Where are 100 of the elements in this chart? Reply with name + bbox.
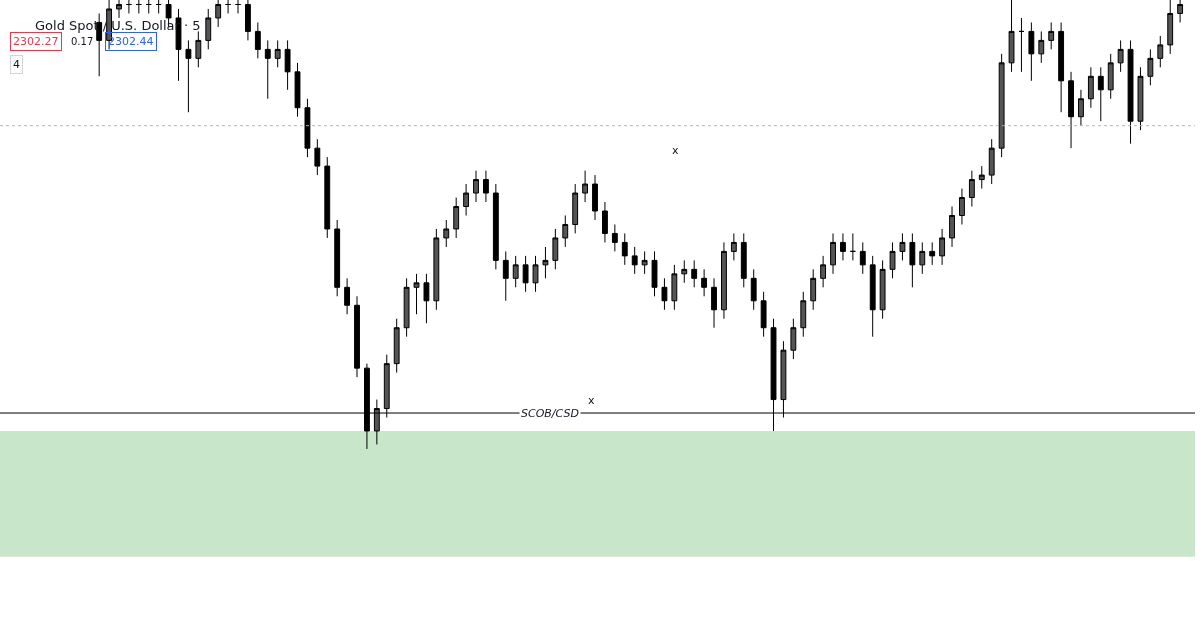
candlestick xyxy=(433,228,440,311)
candlestick xyxy=(195,30,202,68)
candlestick xyxy=(1058,21,1065,113)
candlestick xyxy=(1048,21,1055,50)
candlestick xyxy=(592,174,598,221)
candlestick xyxy=(274,39,281,68)
candlestick xyxy=(225,0,232,14)
candlestick xyxy=(1018,17,1025,73)
candlestick xyxy=(413,273,420,315)
candlestick xyxy=(711,277,717,329)
candlestick xyxy=(463,183,470,216)
candlestick xyxy=(661,277,668,311)
candlestick xyxy=(790,318,797,360)
candlestick xyxy=(859,241,866,275)
candlestick xyxy=(1157,35,1164,68)
candlestick xyxy=(840,232,846,261)
candlestick xyxy=(254,21,261,59)
candlestick xyxy=(641,250,648,275)
candlestick xyxy=(750,268,757,311)
candlestick xyxy=(542,246,549,279)
candlestick xyxy=(869,255,876,338)
candlestick xyxy=(830,232,836,275)
candlestick xyxy=(611,223,618,252)
candlestick xyxy=(1107,53,1114,100)
candlestick xyxy=(1008,0,1015,73)
candlestick xyxy=(1097,66,1104,122)
candlestick xyxy=(403,277,410,338)
candlestick xyxy=(314,138,321,176)
candlestick xyxy=(155,0,162,14)
text: 0.17 xyxy=(71,36,94,47)
candlestick xyxy=(978,165,985,190)
candlestick xyxy=(929,241,936,266)
candlestick xyxy=(889,241,896,279)
candlestick xyxy=(443,219,450,248)
candlestick xyxy=(344,277,351,315)
candlestick xyxy=(215,0,222,28)
candlestick xyxy=(324,156,331,239)
candlestick xyxy=(502,250,509,302)
candlestick xyxy=(1078,89,1084,127)
candlestick xyxy=(125,0,132,14)
candlestick xyxy=(334,219,341,297)
candlestick xyxy=(1087,66,1094,109)
candlestick xyxy=(800,291,807,338)
candlestick xyxy=(572,183,579,234)
candlestick xyxy=(423,273,430,324)
candlestick xyxy=(740,232,747,288)
candlestick xyxy=(562,214,569,248)
candlestick xyxy=(1177,0,1184,23)
candlestick xyxy=(681,259,688,284)
candlestick xyxy=(810,268,817,311)
candlestick xyxy=(1167,0,1174,55)
candlestick xyxy=(245,0,251,41)
candlestick xyxy=(453,197,460,239)
candlestick xyxy=(651,250,658,297)
candlestick xyxy=(849,232,856,261)
candlestick xyxy=(354,295,360,378)
candlestick xyxy=(919,241,926,275)
candlestick xyxy=(1028,21,1035,82)
candlestick xyxy=(721,241,727,320)
candlestick xyxy=(1117,39,1124,73)
candlestick xyxy=(145,0,152,14)
annotation: x xyxy=(672,144,679,157)
candlestick xyxy=(116,0,122,19)
candlestick xyxy=(1127,39,1134,145)
candlestick xyxy=(284,39,291,91)
candlestick xyxy=(968,170,975,208)
candlestick xyxy=(1038,30,1045,64)
candlestick xyxy=(185,39,192,113)
annotation: x xyxy=(588,394,595,407)
candlestick xyxy=(691,259,698,288)
candlestick xyxy=(264,39,271,100)
candlestick xyxy=(631,246,638,275)
text: 4 xyxy=(13,58,20,71)
candlestick xyxy=(998,53,1005,158)
candlestick xyxy=(959,188,965,225)
candlestick xyxy=(760,291,767,338)
candlestick xyxy=(205,8,212,50)
candlestick xyxy=(492,183,499,270)
candlestick xyxy=(1068,71,1074,149)
candlestick xyxy=(988,138,995,185)
candlestick xyxy=(582,170,589,203)
candlestick xyxy=(522,255,529,293)
candlestick xyxy=(820,255,827,288)
candlestick xyxy=(473,170,479,203)
candlestick xyxy=(730,232,737,261)
candlestick xyxy=(512,255,519,288)
candlestick xyxy=(671,264,678,311)
candlestick xyxy=(135,0,142,14)
candlestick xyxy=(294,62,301,118)
candlestick xyxy=(701,268,708,297)
text: 2302.27 xyxy=(13,35,59,48)
candlestick xyxy=(532,255,539,293)
candlestick xyxy=(621,232,628,266)
candlestick xyxy=(304,98,311,158)
candlestick xyxy=(1137,66,1144,131)
candlestick xyxy=(393,318,400,374)
candlestick xyxy=(483,170,489,203)
ref-line-label: SCOB/CSD xyxy=(521,407,579,420)
candlestick xyxy=(899,232,906,261)
candlestick xyxy=(879,259,886,320)
